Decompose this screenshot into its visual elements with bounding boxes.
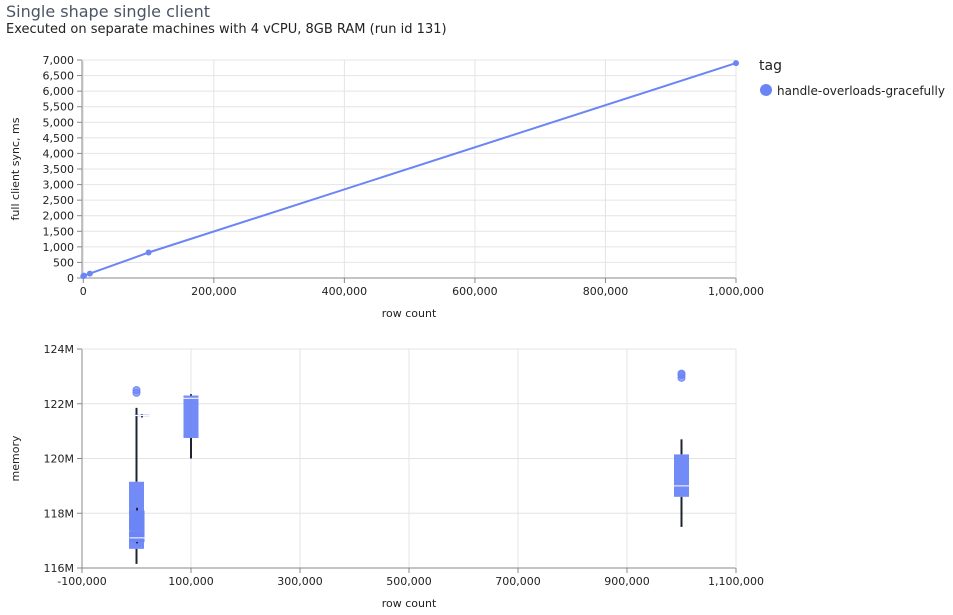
line-chart: 0 200,000 400,000 600,000 800,000 1,000,000 0 5… (9, 54, 764, 320)
y-tick-label: 6,000 (43, 85, 75, 98)
y-tick-label: 500 (53, 256, 74, 269)
y-tick-label: 124M (44, 343, 75, 356)
legend-title: tag (759, 58, 782, 74)
legend[interactable]: tag handle-overloads-gracefully (759, 58, 945, 98)
legend-item-label: handle-overloads-gracefully (777, 84, 945, 98)
x-axis-label: row count (382, 307, 437, 320)
y-tick-label: 118M (44, 507, 75, 520)
y-tick-label: 5,000 (43, 116, 75, 129)
data-point (80, 272, 87, 279)
y-tick-label: 5,500 (43, 101, 75, 114)
y-tick-label: 1,000 (43, 241, 75, 254)
x-axis-label: row count (382, 597, 437, 610)
legend-swatch (760, 84, 772, 96)
y-tick-label: 6,500 (43, 70, 75, 83)
y-tick-label: 2,500 (43, 194, 75, 207)
x-tick-label: 900,000 (604, 575, 650, 588)
y-tick-label: 2,000 (43, 210, 75, 223)
y-tick-label: 122M (44, 398, 75, 411)
x-tick-label: 1,100,000 (708, 575, 764, 588)
series-line (82, 62, 737, 277)
x-tick-label: 400,000 (322, 285, 368, 298)
box-outlier (677, 369, 686, 378)
x-tick-label: -100,000 (57, 575, 106, 588)
x-tick-label: 600,000 (452, 285, 498, 298)
data-point (86, 270, 93, 277)
x-tick-label: 1,000,000 (708, 285, 764, 298)
y-axis-label: memory (9, 435, 22, 481)
y-axis-label: full client sync, ms (9, 117, 22, 220)
y-tick-label: 0 (67, 272, 74, 285)
box-body (129, 510, 145, 542)
x-tick-label: 100,000 (168, 575, 214, 588)
box-outlier (132, 386, 141, 395)
x-tick-label: 200,000 (191, 285, 237, 298)
y-tick-label: 120M (44, 453, 75, 466)
y-tick-label: 3,500 (43, 163, 75, 176)
y-tick-label: 116M (44, 562, 75, 575)
box-chart: -100,000 100,000 300,000 500,000 700,000 900,… (9, 343, 764, 610)
x-tick-label: 300,000 (277, 575, 323, 588)
box-body (674, 454, 689, 497)
y-tick-label: 4,500 (43, 132, 75, 145)
x-tick-label: 800,000 (583, 285, 629, 298)
y-tick-label: 1,500 (43, 225, 75, 238)
y-tick-label: 3,000 (43, 179, 75, 192)
x-tick-label: 0 (80, 285, 87, 298)
x-tick-label: 500,000 (386, 575, 432, 588)
chart-title: Single shape single client (6, 2, 211, 21)
y-tick-label: 4,000 (43, 147, 75, 160)
chart-subtitle: Executed on separate machines with 4 vCP… (6, 22, 447, 37)
y-tick-label: 7,000 (43, 54, 75, 67)
data-point (145, 249, 152, 256)
box-body (183, 395, 199, 438)
x-tick-label: 700,000 (495, 575, 541, 588)
data-point (733, 60, 739, 67)
